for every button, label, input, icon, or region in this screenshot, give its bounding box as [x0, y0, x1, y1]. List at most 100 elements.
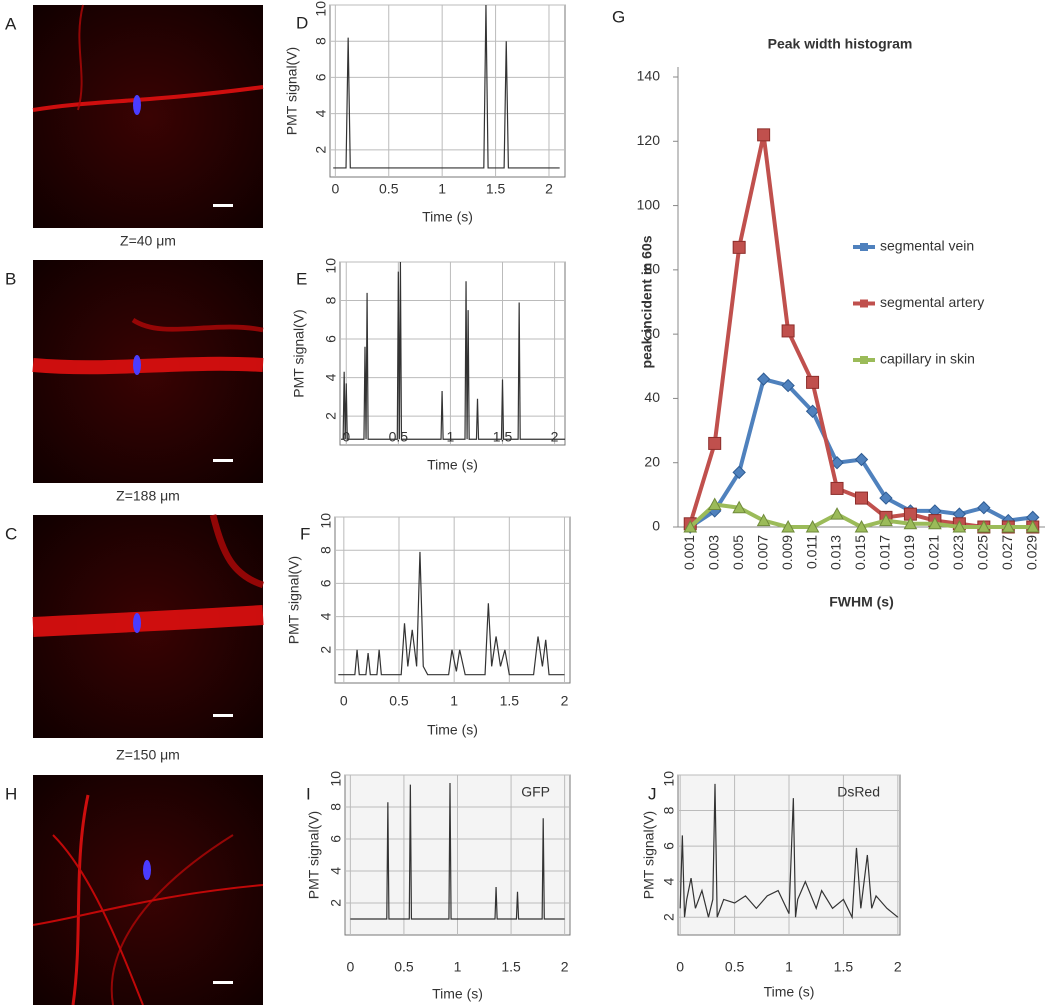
x-tick-label: 1.5 [834, 959, 854, 975]
y-tick-label: 140 [637, 68, 661, 84]
vessel [71, 794, 90, 1005]
x-tick-label: 1.5 [486, 181, 506, 197]
y-axis-label: PMT signal(V) [284, 47, 300, 135]
marker [1025, 519, 1040, 533]
x-tick-label: 0 [342, 429, 350, 445]
x-tick-label: 0.5 [389, 693, 409, 709]
y-tick-label: 8 [328, 803, 344, 811]
y-tick-label: 0 [652, 518, 660, 534]
marker [683, 519, 698, 533]
scale-bar [213, 459, 233, 462]
y-tick-label: 10 [313, 1, 329, 17]
x-tick-label: 0.023 [950, 535, 966, 570]
x-tick-label: 0.005 [730, 535, 746, 570]
x-axis-label: FWHM (s) [829, 594, 894, 610]
x-tick-label: 0.5 [725, 959, 745, 975]
vessel [52, 834, 144, 1005]
plot-area [339, 261, 566, 446]
scan-point [133, 355, 141, 375]
y-axis-label: peak incident in 60s [639, 235, 655, 368]
plot-area [329, 4, 566, 178]
marker [976, 519, 991, 533]
x-tick-label: 1 [438, 181, 446, 197]
x-axis-label: Time (s) [427, 457, 478, 473]
panel-letter: J [648, 784, 657, 803]
marker [830, 456, 844, 470]
y-tick-label: 6 [661, 842, 677, 850]
panel-letter: G [612, 7, 625, 26]
chart-title: Peak width histogram [768, 36, 913, 52]
x-tick-label: 2 [551, 429, 559, 445]
scan-point [133, 613, 141, 633]
vessel [32, 884, 264, 926]
x-tick-label: 0.013 [828, 535, 844, 570]
x-tick-label: 2 [894, 959, 902, 975]
x-tick-label: 0.027 [999, 535, 1015, 570]
x-tick-label: 0.5 [394, 959, 414, 975]
x-tick-label: 0 [331, 181, 339, 197]
y-tick-label: 2 [313, 146, 329, 154]
microscope-image [32, 775, 264, 1005]
marker [732, 465, 746, 480]
y-tick-label: 2 [661, 913, 677, 921]
vessel [209, 514, 265, 589]
signal-trace [341, 261, 565, 440]
x-tick-label: 0 [346, 959, 354, 975]
microscope-image [32, 4, 264, 228]
y-tick-label: 4 [313, 109, 329, 117]
marker [732, 500, 747, 514]
marker [756, 513, 771, 527]
panel-letter: C [5, 524, 17, 543]
y-tick-label: 60 [644, 325, 660, 341]
vessel [32, 356, 264, 375]
x-tick-label: 1 [450, 693, 458, 709]
y-tick-label: 4 [323, 373, 339, 381]
x-tick-label: 2 [561, 959, 569, 975]
marker [952, 519, 967, 533]
marker [781, 324, 795, 338]
marker [830, 507, 844, 520]
y-tick-label: 80 [644, 261, 660, 277]
marker [855, 491, 868, 505]
image-background [33, 5, 263, 228]
legend-label: capillary in skin [880, 351, 975, 367]
x-tick-label: 0.025 [975, 535, 991, 570]
panel-letter: B [5, 269, 16, 288]
marker [805, 519, 820, 533]
y-tick-label: 40 [644, 389, 660, 405]
panel-letter: F [300, 524, 310, 543]
plot-area [334, 516, 571, 684]
scale-bar [213, 981, 233, 984]
marker [756, 372, 771, 386]
x-tick-label: 0.021 [926, 535, 942, 570]
marker [708, 436, 722, 450]
y-tick-label: 8 [313, 37, 329, 45]
image-caption: Z=40 μm [120, 233, 176, 249]
y-tick-label: 2 [323, 412, 339, 420]
signal-trace [338, 551, 565, 676]
y-tick-label: 4 [661, 877, 677, 885]
y-tick-label: 20 [644, 453, 660, 469]
marker [854, 452, 869, 467]
y-axis-label: PMT signal(V) [306, 811, 322, 899]
x-tick-label: 0.5 [389, 429, 409, 445]
x-tick-label: 0 [340, 693, 348, 709]
x-tick-label: 1.5 [493, 429, 513, 445]
y-tick-label: 120 [637, 132, 661, 148]
y-tick-label: 8 [318, 546, 334, 554]
scale-bar [213, 204, 233, 207]
y-tick-label: 10 [661, 771, 677, 787]
microscope-image [32, 514, 265, 738]
x-tick-label: 0.017 [877, 535, 893, 570]
signal-trace [333, 4, 560, 169]
annotation: GFP [521, 784, 550, 800]
legend-marker [860, 299, 868, 308]
x-tick-label: 0.003 [705, 535, 721, 570]
y-tick-label: 10 [323, 258, 339, 274]
x-tick-label: 0.019 [901, 535, 917, 570]
legend-label: segmental vein [880, 238, 974, 254]
y-tick-label: 8 [661, 806, 677, 814]
marker [1001, 519, 1016, 533]
x-axis-label: Time (s) [427, 722, 478, 738]
marker [732, 240, 746, 254]
